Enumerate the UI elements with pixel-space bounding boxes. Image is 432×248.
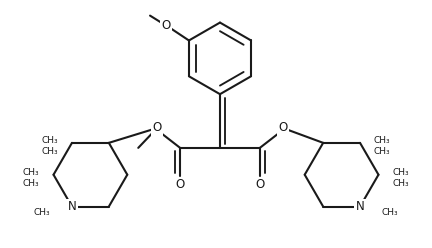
Text: CH₃: CH₃	[23, 179, 40, 188]
Text: CH₃: CH₃	[23, 168, 40, 177]
Text: O: O	[278, 122, 287, 134]
Text: O: O	[162, 19, 171, 32]
Text: O: O	[175, 178, 185, 191]
Text: N: N	[356, 200, 365, 213]
Text: CH₃: CH₃	[392, 168, 409, 177]
Text: CH₃: CH₃	[392, 179, 409, 188]
Text: O: O	[152, 122, 162, 134]
Text: CH₃: CH₃	[41, 147, 58, 156]
Text: CH₃: CH₃	[374, 136, 391, 145]
Text: O: O	[255, 178, 264, 191]
Text: CH₃: CH₃	[374, 147, 391, 156]
Text: CH₃: CH₃	[41, 136, 58, 145]
Text: N: N	[67, 200, 76, 213]
Text: CH₃: CH₃	[33, 208, 50, 217]
Text: CH₃: CH₃	[382, 208, 399, 217]
